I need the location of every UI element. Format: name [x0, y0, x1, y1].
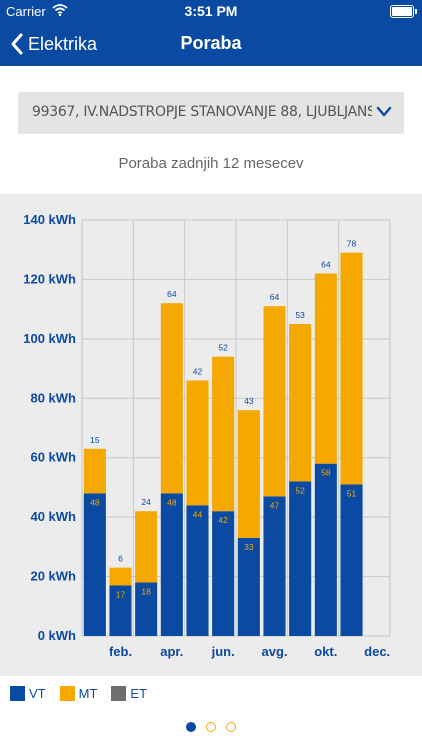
bar-vt-11 — [340, 484, 363, 636]
legend-item-mt[interactable]: MT — [59, 686, 98, 701]
data-label: 44 — [193, 509, 203, 519]
app-header: Carrier 3:51 PM Elektrika Poraba — [0, 0, 422, 66]
legend-item-et[interactable]: ET — [111, 686, 147, 701]
data-label: 51 — [347, 488, 357, 498]
bar-vt-9 — [289, 481, 312, 636]
y-tick-label: 80 kWh — [30, 390, 76, 405]
y-tick-label: 60 kWh — [30, 450, 76, 465]
bar-mt-9 — [289, 324, 312, 482]
data-label: 48 — [90, 497, 100, 507]
y-tick-label: 20 kWh — [30, 569, 76, 584]
bar-mt-2 — [109, 567, 132, 586]
legend-swatch-et — [111, 686, 127, 701]
data-label: 64 — [270, 292, 280, 302]
bar-mt-3 — [135, 511, 158, 583]
x-tick-label: apr. — [160, 644, 183, 659]
x-tick-label: feb. — [109, 644, 132, 659]
data-label: 6 — [118, 554, 123, 564]
x-tick-label: avg. — [261, 644, 287, 659]
data-label: 53 — [295, 310, 305, 320]
bar-mt-4 — [160, 303, 183, 494]
legend-swatch-vt — [10, 686, 25, 701]
data-label: 64 — [167, 289, 177, 299]
y-tick-label: 100 kWh — [23, 331, 76, 346]
data-label: 52 — [218, 343, 228, 353]
bar-vt-3 — [135, 582, 158, 636]
bar-mt-6 — [212, 356, 235, 512]
x-tick-label: jun. — [211, 644, 235, 659]
status-bar: Carrier 3:51 PM — [0, 0, 422, 22]
back-label: Elektrika — [28, 33, 98, 54]
data-label: 64 — [321, 259, 331, 269]
carrier-label: Carrier — [6, 4, 46, 19]
page-dot-3[interactable] — [226, 722, 236, 732]
data-label: 42 — [193, 366, 203, 376]
data-label: 24 — [141, 497, 151, 507]
page-title: Poraba — [180, 33, 242, 53]
data-label: 18 — [141, 587, 151, 597]
y-tick-label: 40 kWh — [30, 509, 76, 524]
bar-vt-1 — [83, 493, 106, 636]
page-dot-1[interactable] — [186, 722, 196, 732]
bar-vt-4 — [160, 493, 183, 636]
x-tick-label: okt. — [314, 644, 337, 659]
bar-vt-6 — [212, 511, 235, 636]
x-tick-label: dec. — [364, 644, 390, 659]
meter-select[interactable]: 99367, IV.NADSTROPJE STANOVANJE 88, LJUB… — [18, 92, 404, 134]
y-tick-label: 0 kWh — [38, 628, 76, 643]
data-label: 52 — [295, 485, 305, 495]
page-dot-2[interactable] — [206, 722, 216, 732]
legend-item-vt[interactable]: VT — [10, 686, 46, 701]
data-label: 15 — [90, 435, 100, 445]
bar-vt-5 — [186, 505, 209, 636]
bar-vt-8 — [263, 496, 286, 636]
chart-subtitle: Poraba zadnjih 12 mesecev — [118, 155, 304, 172]
back-button[interactable]: Elektrika — [10, 30, 97, 58]
bar-mt-1 — [83, 448, 106, 494]
data-label: 47 — [270, 500, 280, 510]
data-label: 58 — [321, 468, 331, 478]
page-indicator — [0, 722, 422, 732]
data-label: 43 — [244, 396, 254, 406]
y-tick-label: 120 kWh — [23, 271, 76, 286]
chart-legend: VT MT ET — [10, 686, 161, 701]
wifi-icon — [52, 3, 68, 20]
data-label: 17 — [116, 589, 126, 599]
bar-vt-10 — [314, 463, 337, 636]
legend-label-mt: MT — [78, 686, 98, 701]
battery-icon — [390, 5, 417, 18]
bar-mt-5 — [186, 380, 209, 506]
bar-mt-8 — [263, 306, 286, 497]
consumption-chart: 0 kWh 20 kWh 40 kWh 60 kWh 80 kWh 100 kWh 120 … — [23, 212, 391, 659]
bar-mt-7 — [237, 410, 260, 538]
data-label: 42 — [218, 515, 228, 525]
meter-select-value: 99367, IV.NADSTROPJE STANOVANJE 88, LJUB… — [32, 104, 372, 120]
bar-mt-11 — [340, 252, 363, 485]
bar-mt-10 — [314, 273, 337, 464]
data-label: 48 — [167, 497, 177, 507]
chevron-left-icon — [11, 33, 23, 55]
legend-swatch-mt — [59, 686, 75, 701]
data-label: 78 — [347, 239, 357, 249]
legend-label-vt: VT — [29, 686, 46, 701]
data-label: 33 — [244, 542, 254, 552]
bar-vt-2 — [109, 585, 132, 636]
y-tick-label: 140 kWh — [23, 212, 76, 227]
chevron-down-icon — [376, 106, 392, 117]
legend-label-et: ET — [130, 686, 148, 701]
bar-vt-7 — [237, 537, 260, 636]
clock: 3:51 PM — [184, 3, 238, 19]
